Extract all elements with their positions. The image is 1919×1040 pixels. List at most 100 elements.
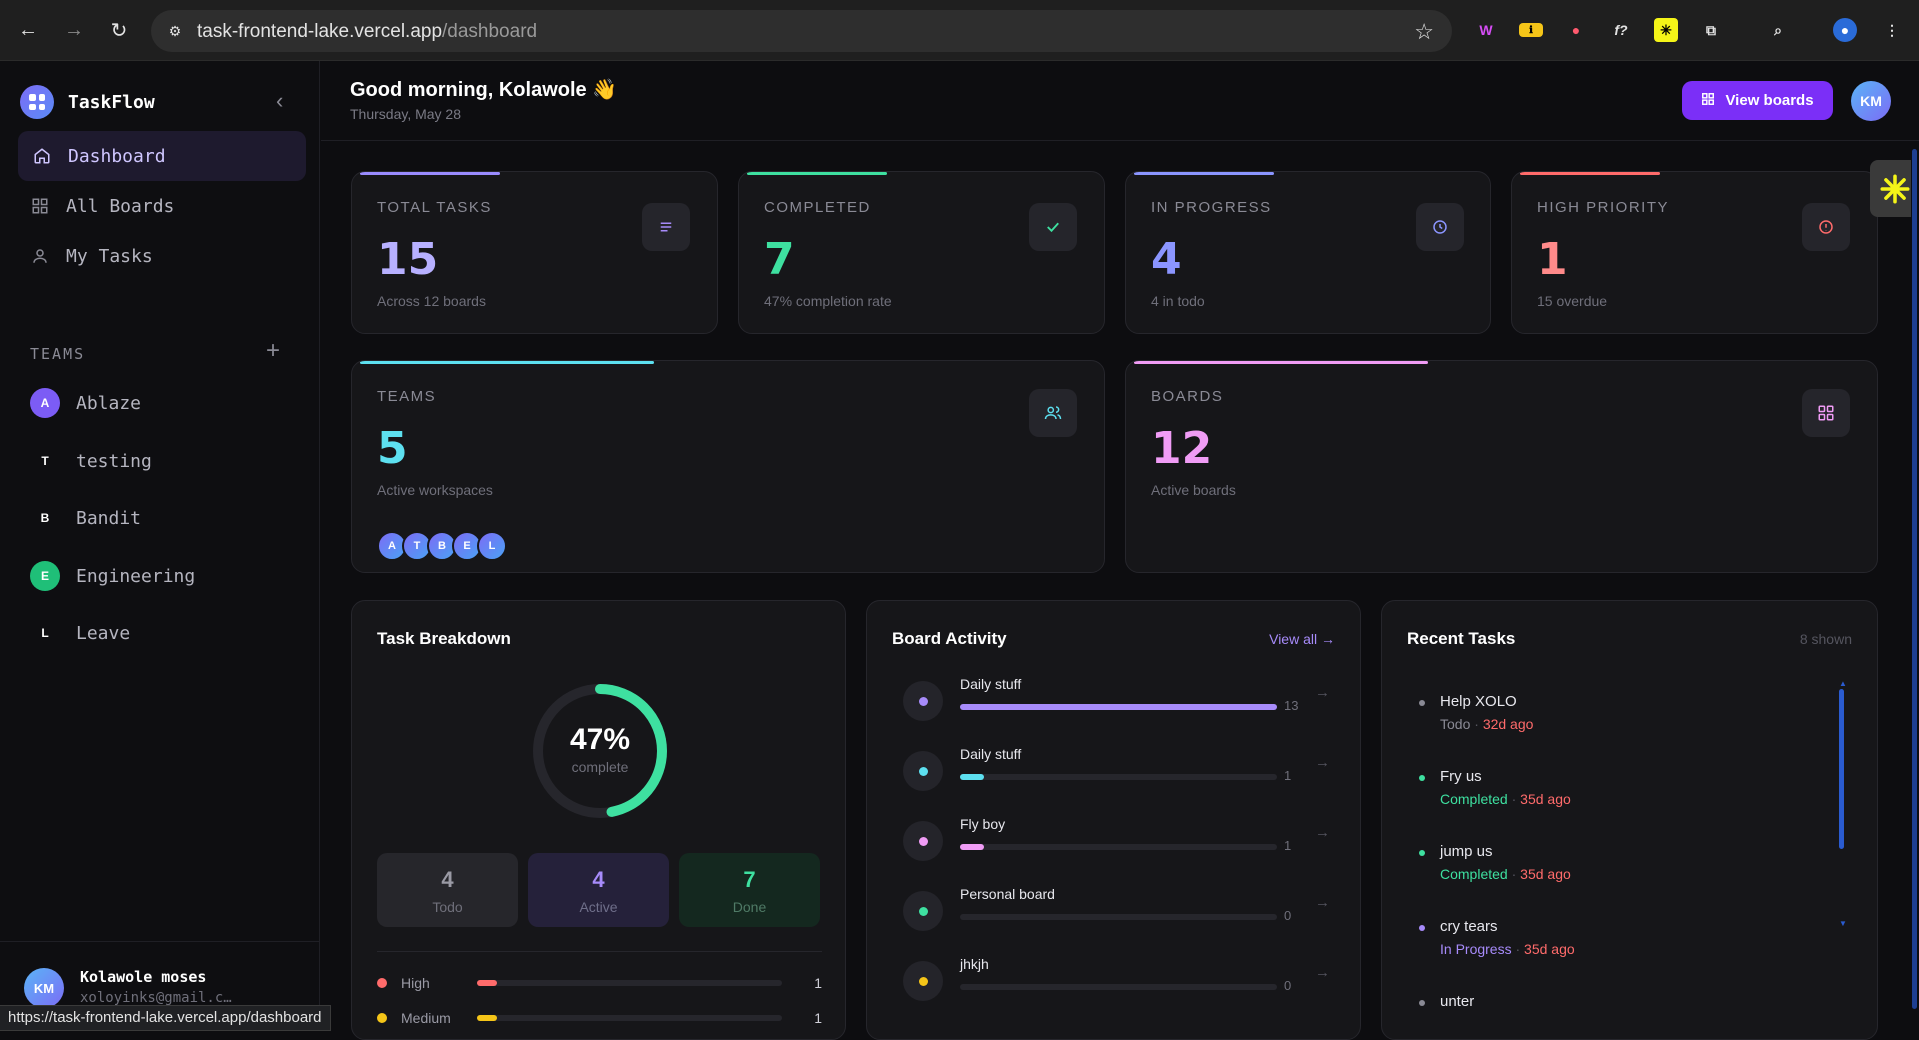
- stat-subtext: 15 overdue: [1537, 293, 1608, 309]
- nav-all-boards[interactable]: All Boards: [18, 181, 306, 231]
- arrow-right-icon[interactable]: →: [1315, 964, 1330, 981]
- tab-search-icon[interactable]: ⌕: [1774, 21, 1782, 38]
- count-box-done: 7 Done: [679, 853, 820, 927]
- extension-rose-icon[interactable]: ●: [1571, 22, 1581, 38]
- page-header: Good morning, Kolawole 👋 Thursday, May 2…: [321, 61, 1919, 141]
- board-activity-row[interactable]: Daily stuff 13 →: [892, 674, 1337, 724]
- extension-font-icon[interactable]: f?: [1614, 22, 1628, 38]
- panel-title: Board Activity: [892, 629, 1007, 648]
- profile-icon[interactable]: ●: [1833, 18, 1857, 42]
- task-status: Todo: [1440, 716, 1471, 732]
- team-avatar: E: [30, 561, 60, 591]
- board-name: Personal board: [960, 886, 1055, 902]
- sidebar: TaskFlow ‹ Dashboard All Boards My Tasks…: [0, 61, 320, 1031]
- board-name: jhkjh: [960, 956, 989, 972]
- home-icon: [32, 146, 52, 166]
- stat-card-high-priority: HIGH PRIORITY 1 15 overdue: [1511, 171, 1878, 334]
- recent-tasks-panel: Recent Tasks 8 shown Help XOLO Todo · 32d…: [1381, 600, 1878, 1040]
- recent-task-item[interactable]: jump us Completed · 35d ago: [1407, 843, 1787, 891]
- card-accent-bar: [360, 361, 654, 364]
- board-activity-row[interactable]: jhkjh 0 →: [892, 954, 1337, 1004]
- teams-heading: TEAMS: [30, 345, 86, 363]
- bookmark-star-icon[interactable]: ☆: [1414, 19, 1434, 44]
- view-all-link[interactable]: View all →: [1269, 631, 1335, 647]
- url-text[interactable]: task-frontend-lake.vercel.app/dashboard: [197, 21, 538, 42]
- donut-progress-arc: [533, 684, 667, 818]
- stat-subtext: 47% completion rate: [764, 293, 892, 309]
- board-activity-track: [960, 984, 1277, 990]
- priority-dot: [377, 978, 387, 988]
- nav-my-tasks[interactable]: My Tasks: [18, 231, 306, 281]
- priority-count: 1: [814, 1010, 822, 1026]
- board-task-count: 0: [1284, 908, 1292, 923]
- view-boards-button[interactable]: View boards: [1682, 81, 1833, 120]
- recent-task-item[interactable]: Help XOLO Todo · 32d ago: [1407, 693, 1787, 741]
- team-item-leave[interactable]: L Leave: [30, 618, 130, 648]
- grid-icon: [1701, 92, 1715, 110]
- card-accent-bar: [1134, 361, 1428, 364]
- recent-tasks-scrollbar[interactable]: ▲ ▼: [1839, 679, 1847, 928]
- team-item-engineering[interactable]: E Engineering: [30, 561, 195, 591]
- extension-tag-icon[interactable]: ℹ: [1519, 23, 1543, 37]
- stat-label: TEAMS: [377, 388, 437, 405]
- task-age: 35d ago: [1520, 791, 1571, 807]
- recent-task-item[interactable]: Fry us Completed · 35d ago: [1407, 768, 1787, 816]
- forward-arrow-icon[interactable]: →: [64, 18, 84, 41]
- task-status: Completed: [1440, 791, 1508, 807]
- reload-icon[interactable]: ↻: [110, 19, 128, 42]
- stat-subtext: 4 in todo: [1151, 293, 1205, 309]
- board-activity-row[interactable]: Personal board 0 →: [892, 884, 1337, 934]
- team-item-ablaze[interactable]: A Ablaze: [30, 388, 141, 418]
- view-boards-label: View boards: [1725, 92, 1814, 109]
- browser-menu-icon[interactable]: ⋮: [1885, 21, 1899, 38]
- back-arrow-icon[interactable]: ←: [18, 18, 38, 41]
- collapse-sidebar-chevron-icon[interactable]: ‹: [276, 88, 284, 113]
- address-bar[interactable]: ⚙ task-frontend-lake.vercel.app/dashboar…: [151, 10, 1452, 52]
- team-item-bandit[interactable]: B Bandit: [30, 503, 141, 533]
- brand[interactable]: TaskFlow: [20, 85, 155, 119]
- team-item-testing[interactable]: T testing: [30, 446, 152, 476]
- site-settings-icon[interactable]: ⚙: [168, 22, 182, 39]
- recent-task-item[interactable]: cry tears In Progress · 35d ago: [1407, 918, 1787, 966]
- list-icon: [642, 203, 690, 251]
- board-activity-row[interactable]: Fly boy 1 →: [892, 814, 1337, 864]
- extension-w-icon[interactable]: W: [1479, 22, 1493, 38]
- task-name: jump us: [1440, 843, 1493, 860]
- floating-extension-star-icon[interactable]: [1870, 160, 1919, 217]
- count-value: 4: [592, 867, 605, 892]
- team-name: Leave: [76, 622, 131, 644]
- header-avatar[interactable]: KM: [1851, 81, 1891, 121]
- task-name: Fry us: [1440, 768, 1482, 785]
- board-activity-row[interactable]: Daily stuff 1 →: [892, 744, 1337, 794]
- arrow-right-icon[interactable]: →: [1315, 754, 1330, 771]
- add-team-plus-icon[interactable]: +: [266, 337, 281, 364]
- brand-name: TaskFlow: [68, 91, 155, 113]
- user-profile[interactable]: KM Kolawole moses xoloyinks@gmail.c…: [0, 941, 320, 1031]
- donut-label: complete: [571, 759, 629, 775]
- user-email: xoloyinks@gmail.c…: [80, 990, 232, 1006]
- nav-dashboard[interactable]: Dashboard: [18, 131, 306, 181]
- task-meta: In Progress · 35d ago: [1440, 941, 1575, 957]
- team-avatar: L: [41, 626, 49, 640]
- extension-star-icon[interactable]: ✳: [1654, 18, 1678, 42]
- page-scrollbar[interactable]: [1911, 141, 1919, 1031]
- stat-value: 7: [764, 234, 795, 285]
- count-label: Done: [732, 899, 767, 915]
- arrow-right-icon[interactable]: →: [1315, 894, 1330, 911]
- board-activity-track: [960, 704, 1277, 710]
- count-value: 7: [743, 867, 756, 892]
- stat-subtext: Across 12 boards: [377, 293, 486, 309]
- board-color-dot: [903, 751, 943, 791]
- panel-title: Task Breakdown: [377, 629, 511, 648]
- board-task-count: 0: [1284, 978, 1292, 993]
- priority-row-high: High 1: [377, 973, 822, 993]
- team-avatar[interactable]: L: [477, 531, 507, 561]
- arrow-right-icon[interactable]: →: [1315, 684, 1330, 701]
- team-avatar: B: [40, 511, 50, 525]
- recent-task-item[interactable]: unter: [1407, 993, 1787, 1039]
- arrow-right-icon[interactable]: →: [1315, 824, 1330, 841]
- extensions-puzzle-icon[interactable]: ⧉: [1706, 21, 1716, 38]
- nav-dashboard-label: Dashboard: [68, 145, 166, 167]
- stat-subtext: Active workspaces: [377, 482, 493, 498]
- priority-track: [477, 1015, 782, 1021]
